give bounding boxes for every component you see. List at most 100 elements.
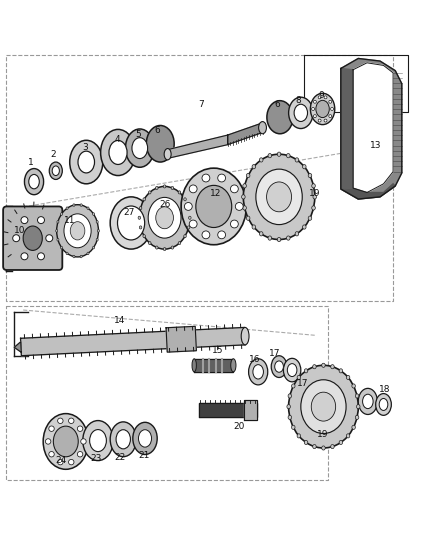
Circle shape: [311, 108, 314, 110]
Ellipse shape: [243, 206, 246, 210]
Ellipse shape: [277, 237, 281, 241]
Ellipse shape: [96, 221, 98, 223]
Ellipse shape: [116, 430, 131, 449]
Text: 27: 27: [123, 207, 134, 216]
Ellipse shape: [73, 204, 75, 206]
Ellipse shape: [312, 206, 315, 210]
Ellipse shape: [156, 207, 173, 229]
Ellipse shape: [23, 226, 42, 251]
Ellipse shape: [60, 213, 63, 215]
Ellipse shape: [148, 241, 151, 245]
Ellipse shape: [87, 252, 89, 255]
Ellipse shape: [57, 238, 59, 241]
Ellipse shape: [246, 216, 250, 220]
Ellipse shape: [139, 187, 190, 249]
Ellipse shape: [171, 246, 173, 249]
Circle shape: [218, 174, 226, 182]
Ellipse shape: [295, 158, 299, 162]
Circle shape: [49, 426, 54, 431]
Circle shape: [314, 115, 316, 118]
Ellipse shape: [339, 440, 343, 445]
Ellipse shape: [355, 394, 359, 398]
Text: 8: 8: [295, 96, 301, 105]
Circle shape: [68, 459, 74, 465]
Ellipse shape: [83, 421, 113, 461]
Circle shape: [218, 231, 226, 239]
Ellipse shape: [268, 236, 272, 240]
Text: 23: 23: [91, 454, 102, 463]
Ellipse shape: [331, 365, 334, 369]
Ellipse shape: [70, 140, 103, 184]
Ellipse shape: [49, 162, 62, 180]
Circle shape: [314, 100, 316, 103]
Circle shape: [331, 108, 334, 110]
Ellipse shape: [301, 380, 346, 433]
Ellipse shape: [184, 235, 186, 238]
Ellipse shape: [241, 327, 249, 345]
Ellipse shape: [178, 241, 181, 245]
Ellipse shape: [70, 222, 85, 240]
Ellipse shape: [313, 445, 316, 449]
Ellipse shape: [312, 184, 315, 188]
Ellipse shape: [322, 363, 325, 367]
Ellipse shape: [288, 415, 292, 419]
Ellipse shape: [352, 425, 355, 430]
Ellipse shape: [187, 226, 190, 229]
Circle shape: [324, 96, 327, 99]
Ellipse shape: [253, 365, 263, 379]
Ellipse shape: [97, 230, 99, 232]
Ellipse shape: [287, 364, 297, 376]
Ellipse shape: [109, 141, 127, 165]
Ellipse shape: [355, 415, 359, 419]
Text: 5: 5: [136, 130, 141, 139]
Ellipse shape: [242, 195, 245, 199]
Text: 17: 17: [297, 378, 309, 387]
Ellipse shape: [304, 440, 308, 445]
Ellipse shape: [267, 101, 293, 134]
Ellipse shape: [138, 430, 152, 447]
Circle shape: [329, 100, 332, 103]
Ellipse shape: [90, 430, 106, 451]
Text: 18: 18: [378, 385, 390, 394]
Ellipse shape: [322, 446, 325, 450]
Ellipse shape: [66, 252, 68, 255]
Text: 6: 6: [154, 126, 160, 135]
Ellipse shape: [148, 191, 151, 194]
Text: 2: 2: [50, 150, 56, 159]
Text: 3: 3: [82, 143, 88, 152]
Circle shape: [46, 439, 51, 444]
Ellipse shape: [155, 187, 158, 190]
Ellipse shape: [311, 93, 335, 125]
Ellipse shape: [308, 173, 312, 177]
Ellipse shape: [288, 394, 292, 398]
Ellipse shape: [289, 365, 358, 448]
Circle shape: [21, 253, 28, 260]
Ellipse shape: [66, 207, 68, 209]
Ellipse shape: [231, 359, 236, 372]
Circle shape: [202, 174, 210, 182]
Circle shape: [202, 231, 210, 239]
Ellipse shape: [64, 214, 91, 248]
Ellipse shape: [25, 168, 44, 195]
Circle shape: [81, 439, 86, 444]
Ellipse shape: [304, 369, 308, 373]
Polygon shape: [194, 359, 233, 372]
Ellipse shape: [295, 232, 299, 236]
Ellipse shape: [292, 384, 295, 388]
Circle shape: [68, 418, 74, 424]
Text: 17: 17: [269, 349, 280, 358]
Ellipse shape: [339, 369, 343, 373]
Ellipse shape: [313, 365, 316, 369]
Polygon shape: [341, 68, 353, 189]
Ellipse shape: [189, 216, 191, 219]
Ellipse shape: [43, 414, 88, 470]
Ellipse shape: [289, 97, 313, 128]
Ellipse shape: [267, 182, 292, 212]
Circle shape: [318, 119, 321, 122]
Ellipse shape: [171, 187, 173, 190]
Circle shape: [38, 216, 45, 224]
Polygon shape: [341, 59, 402, 199]
Ellipse shape: [143, 198, 145, 201]
Ellipse shape: [346, 434, 350, 438]
Ellipse shape: [73, 255, 75, 258]
